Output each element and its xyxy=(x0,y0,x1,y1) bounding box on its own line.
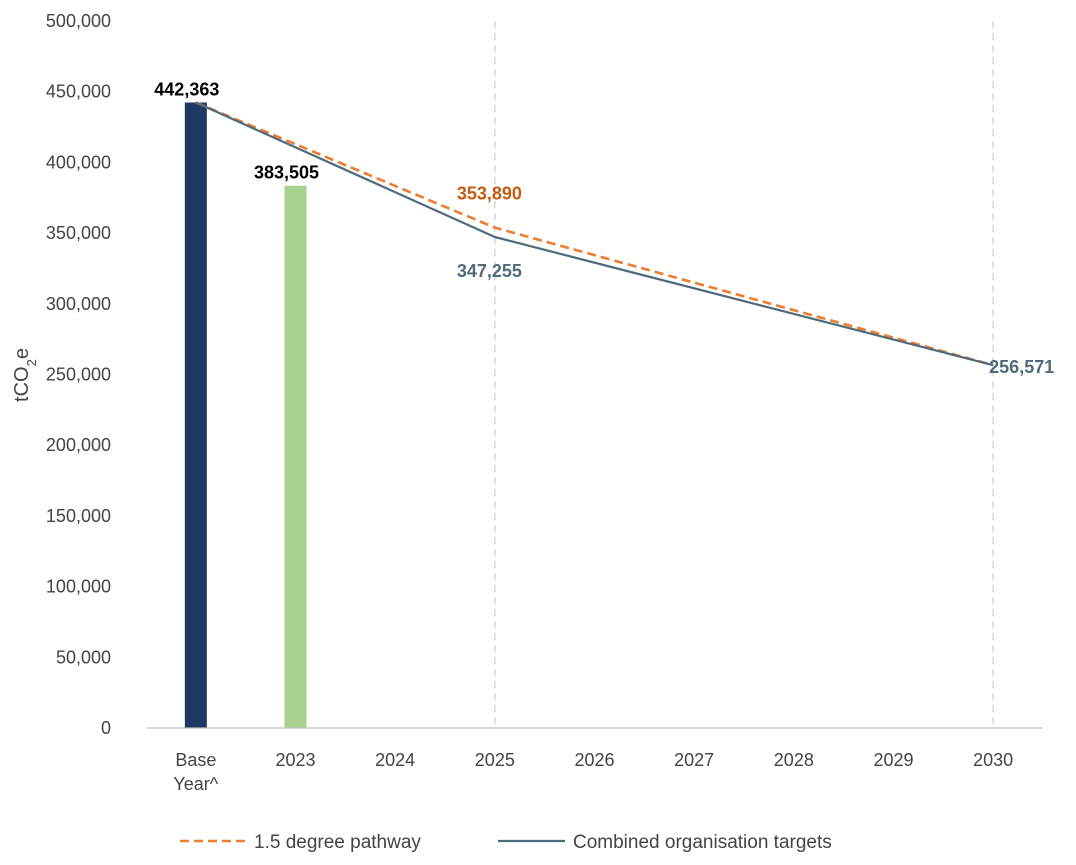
bars xyxy=(184,102,307,728)
x-tick-label-line: Year^ xyxy=(173,774,218,794)
y-tick-label-50000: 50,000 xyxy=(56,647,111,667)
y-tick-label-200000: 200,000 xyxy=(46,435,111,455)
y-axis-title-tail: e xyxy=(11,348,33,359)
legend: 1.5 degree pathway Combined organisation … xyxy=(180,832,832,853)
x-tick-label-base-year: Base Year^ xyxy=(173,750,218,794)
vertical-guides xyxy=(494,21,994,728)
x-tick-label-line: 2028 xyxy=(774,750,814,770)
data-label-combined-organisation-targets-2030: 256,571 xyxy=(989,357,1054,377)
legend-label-1-5-degree-pathway: 1.5 degree pathway xyxy=(254,832,421,853)
x-tick-label-2026: 2026 xyxy=(574,750,614,770)
x-tick-label-line: 2024 xyxy=(375,750,415,770)
x-tick-label-line: 2026 xyxy=(574,750,614,770)
y-tick-label-450000: 450,000 xyxy=(46,82,111,102)
tick-labels: 0 50,000 100,000 150,000 200,000 250,000 300,0… xyxy=(46,11,1013,794)
x-tick-label-line: 2027 xyxy=(674,750,714,770)
x-tick-label-line: 2023 xyxy=(275,750,315,770)
y-tick-label-300000: 300,000 xyxy=(46,294,111,314)
series-lines xyxy=(195,101,994,367)
x-tick-label-2024: 2024 xyxy=(375,750,415,770)
x-tick-label-line: 2030 xyxy=(973,750,1013,770)
legend-label-combined-organisation-targets: Combined organisation targets xyxy=(573,832,832,853)
y-tick-label-0: 0 xyxy=(101,718,111,738)
series-line-1-5-degree-pathway xyxy=(195,101,994,367)
data-label-bar-base-year: 442,363 xyxy=(154,79,219,99)
x-tick-label-2030: 2030 xyxy=(973,750,1013,770)
x-tick-label-2023: 2023 xyxy=(275,750,315,770)
y-tick-label-250000: 250,000 xyxy=(46,365,111,385)
y-tick-label-350000: 350,000 xyxy=(46,223,111,243)
x-tick-label-2029: 2029 xyxy=(873,750,913,770)
data-label-bar-2023: 383,505 xyxy=(254,163,319,183)
y-tick-label-400000: 400,000 xyxy=(46,152,111,172)
x-tick-label-2028: 2028 xyxy=(774,750,814,770)
data-labels: 442,363 383,505 353,890 347,255 256,571 xyxy=(154,79,1054,377)
x-tick-label-line: 2029 xyxy=(873,750,913,770)
y-tick-label-100000: 100,000 xyxy=(46,577,111,597)
y-axis-title-subscript: 2 xyxy=(24,359,39,366)
data-label-combined-organisation-targets-2025: 347,255 xyxy=(457,261,522,281)
x-tick-label-2025: 2025 xyxy=(475,750,515,770)
data-label-1-5-degree-pathway-2025: 353,890 xyxy=(457,184,522,204)
y-tick-label-500000: 500,000 xyxy=(46,11,111,31)
bar-2023 xyxy=(284,185,307,728)
x-tick-label-line: 2025 xyxy=(475,750,515,770)
bar-base-year xyxy=(184,102,207,728)
y-tick-label-150000: 150,000 xyxy=(46,506,111,526)
series-line-combined-organisation-targets xyxy=(195,101,994,367)
y-axis-title: tCO2e xyxy=(11,348,39,402)
x-tick-label-line: Base xyxy=(175,750,216,770)
x-tick-label-2027: 2027 xyxy=(674,750,714,770)
y-axis-title-main: tCO xyxy=(11,366,33,402)
